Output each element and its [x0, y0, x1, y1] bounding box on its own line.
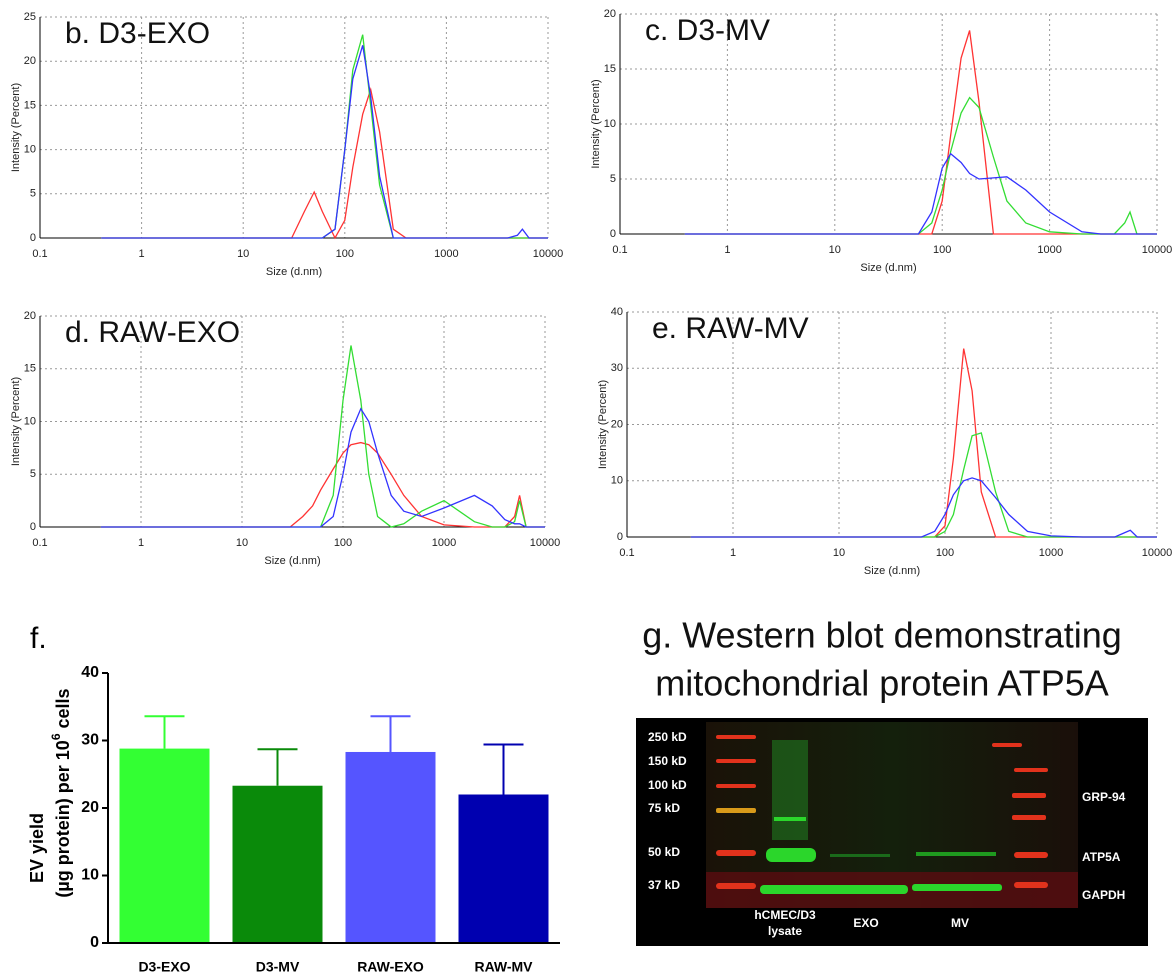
y-tick-label: 5: [30, 468, 36, 480]
marker-label: 50 kD: [648, 845, 680, 859]
y-tick-label: 0: [30, 232, 36, 244]
x-tick-label: 10000: [533, 248, 564, 260]
y-tick-label: 30: [611, 362, 623, 374]
y-tick-label: 15: [24, 363, 36, 375]
y-axis-label: Intensity (Percent): [590, 79, 602, 168]
y-tick-label: 0: [30, 521, 36, 533]
lane-label: lysate: [768, 924, 802, 938]
x-tick-label: 0.1: [612, 244, 627, 256]
y-tick-label: 0: [610, 228, 616, 240]
protein-label: GAPDH: [1082, 888, 1125, 902]
x-tick-label: 1000: [432, 537, 456, 549]
x-tick-label: 1000: [1037, 244, 1061, 256]
x-tick-label: 0.1: [32, 537, 47, 549]
x-tick-label: 10: [833, 547, 845, 559]
panel-title: c. D3-MV: [645, 14, 770, 47]
x-tick-label: RAW-EXO: [357, 959, 424, 974]
y-tick-label: 20: [604, 8, 616, 20]
panel-label: f.: [30, 622, 47, 655]
x-tick-label: 10000: [530, 537, 561, 549]
y-label-part: cells: [53, 688, 73, 728]
y-axis-label: (µg protein) per 106 cells: [49, 688, 73, 897]
y-axis-label: Intensity (Percent): [10, 83, 22, 172]
y-tick-label: 20: [611, 418, 623, 430]
x-tick-label: 1000: [1039, 547, 1063, 559]
bar: [120, 749, 210, 943]
marker-label: 250 kD: [648, 730, 687, 744]
bar: [346, 752, 436, 943]
x-tick-label: 1: [139, 248, 145, 260]
y-tick-label: 10: [24, 415, 36, 427]
y-tick-label: 10: [611, 475, 623, 487]
y-tick-label: 20: [24, 55, 36, 67]
x-axis-label: Size (d.nm): [266, 266, 322, 278]
panel-title: d. RAW-EXO: [65, 316, 240, 349]
panel-title: e. RAW-MV: [652, 312, 809, 345]
y-tick-label: 15: [604, 63, 616, 75]
x-tick-label: 100: [936, 547, 954, 559]
y-tick-label: 10: [604, 118, 616, 130]
x-tick-label: 10: [829, 244, 841, 256]
y-tick-label: 30: [81, 732, 99, 749]
marker-label: 100 kD: [648, 778, 687, 792]
y-tick-label: 10: [24, 144, 36, 156]
x-tick-label: 100: [336, 248, 354, 260]
bar: [459, 795, 549, 944]
y-tick-label: 40: [611, 306, 623, 318]
lane-label: hCMEC/D3: [754, 908, 816, 922]
lane-label: MV: [951, 916, 969, 930]
x-tick-label: 10: [237, 248, 249, 260]
x-tick-label: 1: [138, 537, 144, 549]
y-tick-label: 0: [617, 531, 623, 543]
x-axis-label: Size (d.nm): [264, 555, 320, 567]
x-tick-label: D3-MV: [256, 959, 300, 974]
y-tick-label: 20: [24, 310, 36, 322]
y-axis-label: EV yield: [27, 813, 47, 883]
x-axis-label: Size (d.nm): [864, 565, 920, 577]
y-tick-label: 40: [81, 664, 99, 681]
x-tick-label: 0.1: [619, 547, 634, 559]
x-tick-label: 100: [334, 537, 352, 549]
y-label-part: (µg protein) per 10: [53, 740, 73, 897]
x-tick-label: 10: [236, 537, 248, 549]
x-tick-label: 100: [933, 244, 951, 256]
x-axis-label: Size (d.nm): [860, 262, 916, 274]
y-axis-label: Intensity (Percent): [10, 377, 22, 466]
y-tick-label: 10: [81, 867, 99, 884]
x-tick-label: 0.1: [32, 248, 47, 260]
blot-title: mitochondrial protein ATP5A: [655, 663, 1109, 704]
blot-title: g. Western blot demonstrating: [642, 615, 1122, 656]
protein-label: ATP5A: [1082, 850, 1121, 864]
panel-title: b. D3-EXO: [65, 17, 210, 50]
x-tick-label: 10000: [1142, 547, 1173, 559]
x-tick-label: RAW-MV: [474, 959, 533, 974]
y-tick-label: 20: [81, 799, 99, 816]
y-tick-label: 0: [90, 934, 99, 951]
marker-label: 37 kD: [648, 878, 680, 892]
marker-label: 75 kD: [648, 801, 680, 815]
y-label-sup: 6: [49, 733, 63, 740]
x-tick-label: 1000: [434, 248, 458, 260]
x-tick-label: 1: [724, 244, 730, 256]
protein-label: GRP-94: [1082, 790, 1126, 804]
y-tick-label: 5: [30, 188, 36, 200]
marker-label: 150 kD: [648, 754, 687, 768]
y-axis-label: Intensity (Percent): [597, 380, 609, 469]
bar: [233, 786, 323, 943]
y-tick-label: 25: [24, 11, 36, 23]
y-tick-label: 5: [610, 173, 616, 185]
x-tick-label: 1: [730, 547, 736, 559]
western-blot: 250 kD 150 kD 100 kD 75 kD 50 kD 37 kD G…: [636, 718, 1148, 946]
x-tick-label: 10000: [1142, 244, 1173, 256]
figure: 250 kD 150 kD 100 kD 75 kD 50 kD 37 kD G…: [0, 0, 1176, 974]
lane-label: EXO: [853, 916, 878, 930]
x-tick-label: D3-EXO: [138, 959, 190, 974]
y-tick-label: 15: [24, 99, 36, 111]
